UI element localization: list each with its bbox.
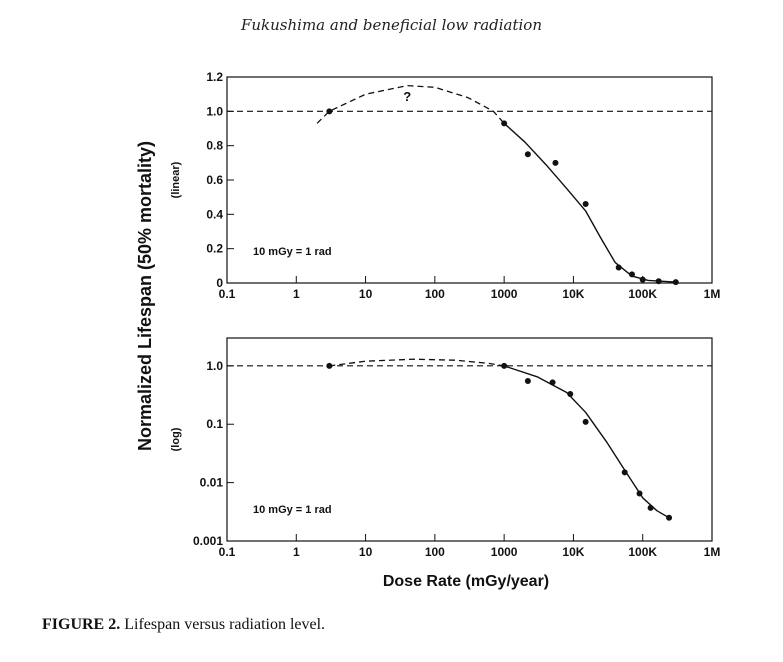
figure-caption-text: Lifespan versus radiation level. [120, 616, 326, 633]
x-tick-label: 1 [293, 287, 300, 301]
y-tick-label: 0.6 [206, 173, 223, 187]
y-scale-label: (linear) [170, 161, 182, 198]
y-tick-label: 0 [216, 276, 223, 290]
page-header: Fukushima and beneficial low radiation [240, 16, 543, 34]
unit-annotation: 10 mGy = 1 rad [253, 504, 332, 516]
data-point [326, 362, 333, 369]
x-tick-label: 100K [628, 287, 657, 301]
data-point [501, 362, 508, 369]
x-tick-label: 10K [562, 545, 584, 559]
y-tick-label: 0.8 [206, 139, 223, 153]
x-tick-label: 100K [628, 545, 657, 559]
y-tick-label: 0.1 [206, 417, 223, 431]
fit-curve [503, 122, 676, 283]
plot-frame [226, 337, 713, 542]
fit-curve [503, 365, 670, 519]
x-tick-label: 100 [425, 287, 445, 301]
data-point [501, 120, 508, 127]
figure-caption-label: FIGURE 2. [42, 616, 121, 633]
x-tick-label: 0.1 [219, 287, 236, 301]
data-point [639, 276, 646, 283]
x-tick-label: 1000 [491, 545, 518, 559]
x-tick-label: 100 [425, 545, 445, 559]
y-tick-label: 1.0 [206, 359, 223, 373]
data-point [326, 108, 333, 115]
x-tick-label: 1M [704, 287, 721, 301]
hypothetical-curve [329, 358, 505, 367]
data-point [636, 490, 643, 497]
figure-caption: FIGURE 2. Lifespan versus radiation leve… [42, 616, 325, 634]
y-tick-label: 0.01 [200, 476, 224, 490]
data-point [666, 514, 673, 521]
data-point [647, 504, 654, 511]
data-point [552, 159, 559, 166]
shared-y-axis-label: Normalized Lifespan (50% mortality) [135, 141, 155, 451]
hypothetical-curve [316, 84, 505, 124]
data-point [549, 379, 556, 386]
data-point [628, 271, 635, 278]
data-point [615, 264, 622, 271]
data-point [524, 378, 531, 385]
y-tick-label: 0.2 [206, 242, 223, 256]
x-tick-label: 1M [704, 545, 721, 559]
y-scale-label: (log) [170, 427, 182, 451]
log-lifespan-chart: 0.1 1 10 100 1000 10K 100K 1M 0.001 0.01 0.1 1.0 (lo… [170, 337, 721, 559]
data-point [582, 201, 589, 208]
data-point [655, 278, 662, 285]
linear-lifespan-chart: 0.1 1 10 100 1000 10K 100K 1M 0 0.2 0.4 0.6 0.8 1.0 1.… [170, 70, 720, 301]
x-tick-label: 1000 [491, 287, 518, 301]
x-tick-label: 10K [562, 287, 584, 301]
x-tick-label: 0.1 [219, 545, 236, 559]
data-point [621, 469, 628, 476]
x-tick-label: 10 [359, 545, 373, 559]
figure: Normalized Lifespan (50% mortality) Dose… [135, 70, 721, 590]
y-tick-label: 1.2 [206, 70, 223, 84]
shared-x-axis-label: Dose Rate (mGy/year) [383, 573, 549, 590]
data-point [672, 279, 679, 286]
x-tick-label: 10 [359, 287, 373, 301]
y-tick-label: 0.001 [193, 534, 223, 548]
y-tick-label: 0.4 [206, 207, 223, 221]
x-tick-label: 1 [293, 545, 300, 559]
y-tick-label: 1.0 [206, 104, 223, 118]
data-point [582, 418, 589, 425]
data-point [524, 151, 531, 158]
question-mark-annotation: ? [403, 89, 411, 104]
data-point [567, 390, 574, 397]
unit-annotation: 10 mGy = 1 rad [253, 246, 332, 258]
